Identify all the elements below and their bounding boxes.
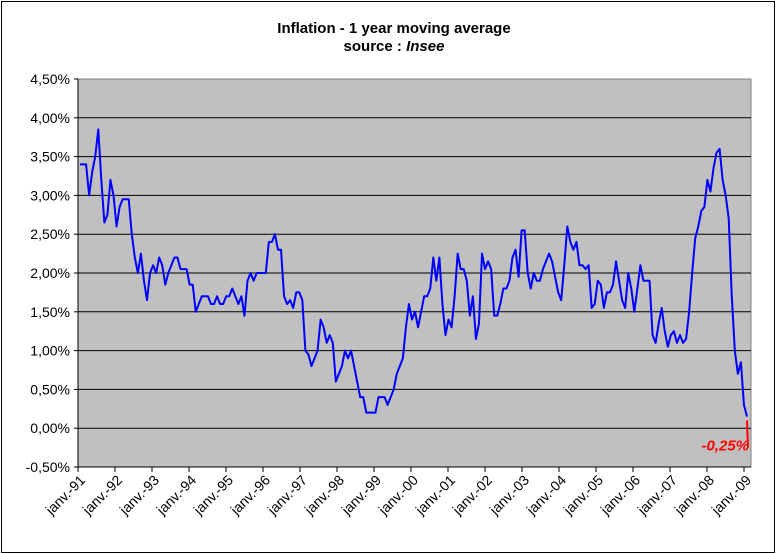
x-tick-label: janv.-00 <box>375 472 422 519</box>
y-tick-label: 3,00% <box>30 187 70 203</box>
x-tick-label: janv.-05 <box>560 472 607 519</box>
x-tick-label: janv.-03 <box>486 472 533 519</box>
y-tick-label: 1,00% <box>30 343 70 359</box>
y-tick-label: 4,50% <box>30 71 70 87</box>
x-tick-label: janv.-04 <box>523 472 570 519</box>
x-tick-label: janv.-97 <box>264 472 311 519</box>
x-tick-label: janv.-99 <box>338 472 385 519</box>
chart-title: Inflation - 1 year moving average <box>277 20 510 37</box>
x-tick-label: janv.-01 <box>412 472 459 519</box>
y-tick-label: -0,50% <box>26 459 70 475</box>
x-axis: janv.-91janv.-92janv.-93janv.-94janv.-95… <box>42 466 755 519</box>
y-axis: -0,50% 0,00% 0,50% 1,00% 1,50% 2,00% 2,50% 3,00… <box>26 71 79 475</box>
annotation-label: -0,25% <box>701 438 749 455</box>
y-tick-label: 0,00% <box>30 420 70 436</box>
chart-subtitle-source: Insee <box>406 38 444 55</box>
x-tick-label: janv.-06 <box>597 472 644 519</box>
x-tick-label: janv.-94 <box>153 472 200 519</box>
series-layer <box>80 128 749 448</box>
x-tick-label: janv.-07 <box>634 472 681 519</box>
x-tick-label: janv.-96 <box>227 472 274 519</box>
x-tick-label: janv.-91 <box>42 472 89 519</box>
x-tick-label: janv.-93 <box>116 472 163 519</box>
y-tick-label: 3,50% <box>30 149 70 165</box>
y-tick-label: 2,00% <box>30 265 70 281</box>
y-tick-label: 1,50% <box>30 304 70 320</box>
x-tick-label: janv.-09 <box>708 472 755 519</box>
x-tick-label: janv.-92 <box>79 472 126 519</box>
y-tick-label: 0,50% <box>30 381 70 397</box>
y-tick-label: 4,00% <box>30 110 70 126</box>
series-line-inflation <box>80 128 748 417</box>
x-tick-label: janv.-02 <box>449 472 496 519</box>
x-tick-label: janv.-08 <box>671 472 718 519</box>
gridlines <box>78 117 751 429</box>
x-tick-label: janv.-98 <box>301 472 348 519</box>
series-line-highlight <box>746 420 749 448</box>
y-tick-label: 2,50% <box>30 226 70 242</box>
x-tick-label: janv.-95 <box>190 472 237 519</box>
chart-subtitle-prefix: source : <box>344 38 407 55</box>
chart-subtitle: source : Insee <box>344 38 445 55</box>
